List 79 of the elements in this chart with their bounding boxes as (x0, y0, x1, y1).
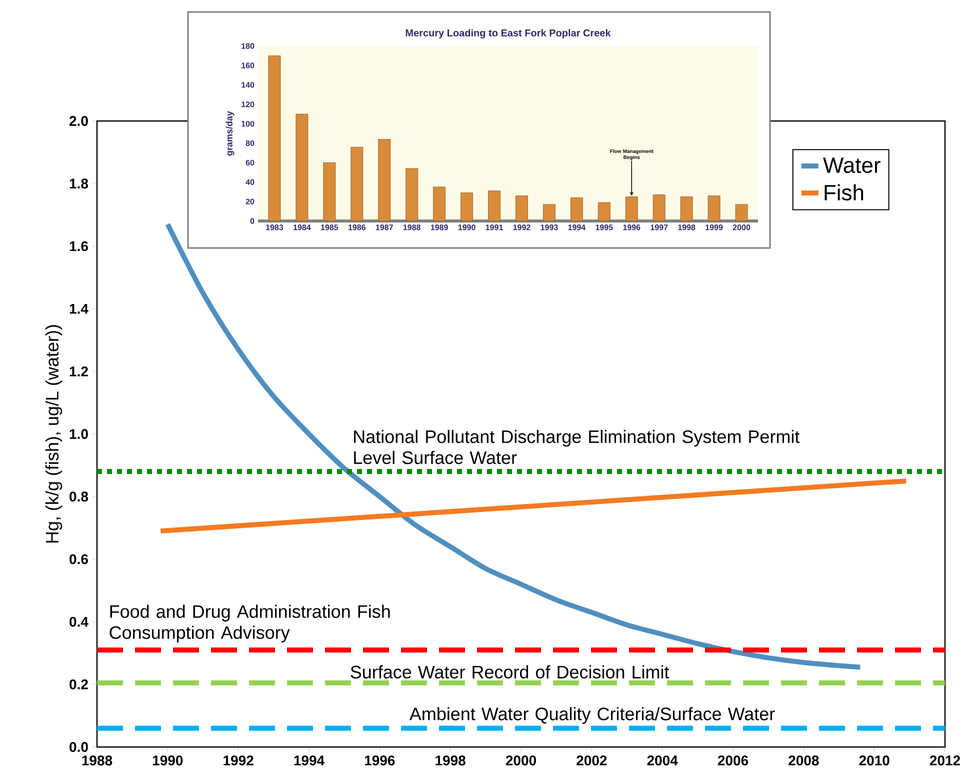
bar (433, 186, 446, 222)
y-axis-title: grams/day (226, 111, 234, 156)
bar (543, 204, 556, 222)
y-tick-label: 0.6 (70, 554, 88, 564)
x-tick-label: 1986 (348, 224, 366, 230)
bar (460, 192, 473, 222)
y-tick-label: 2.0 (69, 116, 88, 126)
y-tick-label: 20 (246, 198, 254, 204)
bar (570, 197, 583, 222)
x-tick-label: 1988 (82, 756, 112, 766)
legend-label: Water (823, 158, 880, 174)
bar (350, 146, 364, 222)
x-tick-label: 2010 (859, 756, 890, 766)
bar (378, 139, 391, 222)
x-tick-label: 1998 (436, 756, 466, 766)
y-tick-label: 60 (246, 160, 254, 166)
y-tick-label: 1.8 (70, 178, 88, 189)
x-tick-label: 1988 (403, 224, 420, 230)
y-axis-title: Hg, (k/g (fish), ug/L (water)) (45, 325, 62, 543)
bar (598, 202, 610, 222)
y-tick-label: 1.4 (70, 304, 88, 314)
ref-line-label: Ambient Water Quality Criteria/Surface Water (409, 707, 775, 724)
x-tick-label: 1987 (376, 224, 393, 230)
x-tick-label: 1991 (486, 224, 503, 230)
x-tick-label: 1996 (623, 224, 640, 230)
y-tick-label: 0.4 (70, 616, 88, 627)
x-tick-label: 2000 (732, 224, 750, 230)
x-tick-label: 1999 (706, 224, 723, 230)
y-tick-label: 1.6 (70, 241, 88, 252)
bar (708, 196, 720, 222)
bar (625, 196, 638, 222)
y-tick-label: 180 (242, 43, 254, 49)
x-tick-label: 1998 (678, 224, 696, 230)
x-tick-label: 1990 (458, 224, 476, 230)
bar (406, 168, 418, 222)
x-tick-label: 1985 (321, 224, 338, 230)
x-tick-label: 2004 (647, 756, 678, 766)
chart-title: Mercury Loading to East Fork Poplar Creek (406, 29, 611, 38)
x-tick-label: 1995 (596, 224, 613, 230)
y-tick-label: 0.8 (70, 492, 88, 502)
bar (652, 194, 666, 222)
ref-line-label: National Pollutant Discharge Elimination System Permit Level Surface Water (354, 430, 800, 464)
x-tick-label: 1992 (224, 756, 254, 766)
y-tick-label: 160 (242, 62, 254, 68)
y-tick-label: 0.0 (70, 742, 88, 752)
bar (516, 196, 528, 222)
y-tick-label: 1.2 (70, 366, 88, 376)
y-tick-label: 40 (246, 179, 254, 185)
bar (323, 162, 336, 222)
x-tick-label: 1984 (294, 224, 311, 230)
x-tick-label: 1989 (430, 224, 448, 230)
y-tick-label: 1.0 (70, 429, 88, 439)
ref-line-label: Surface Water Record of Decision Limit (350, 665, 670, 678)
x-tick-label: 1994 (294, 756, 324, 766)
bar (488, 190, 500, 222)
x-tick-label: 1994 (568, 224, 586, 230)
legend-label: Fish (824, 184, 864, 200)
x-tick-label: 1990 (152, 756, 183, 766)
y-tick-label: 120 (242, 102, 254, 108)
y-tick-label: 80 (246, 140, 254, 146)
x-tick-label: 2006 (718, 756, 748, 766)
x-tick-label: 1992 (513, 224, 530, 230)
x-tick-label: 1996 (364, 756, 395, 766)
x-tick-label: 1983 (266, 224, 284, 230)
bar (268, 56, 281, 222)
x-tick-label: 2000 (506, 756, 536, 766)
x-tick-label: 2012 (930, 756, 960, 766)
x-tick-label: 2002 (576, 756, 607, 766)
y-tick-label: 0 (250, 218, 254, 224)
y-tick-label: 100 (242, 120, 254, 127)
bar (296, 114, 308, 222)
x-tick-label: 1993 (540, 224, 558, 230)
bar (735, 204, 748, 222)
y-tick-label: 140 (242, 82, 254, 88)
x-tick-label: 1997 (650, 224, 668, 230)
x-tick-label: 2008 (788, 756, 819, 766)
ref-line-label: Food and Drug Administration Fish Consumption Advisory (110, 604, 390, 643)
y-tick-label: 0.2 (70, 679, 88, 690)
bar (680, 196, 693, 222)
